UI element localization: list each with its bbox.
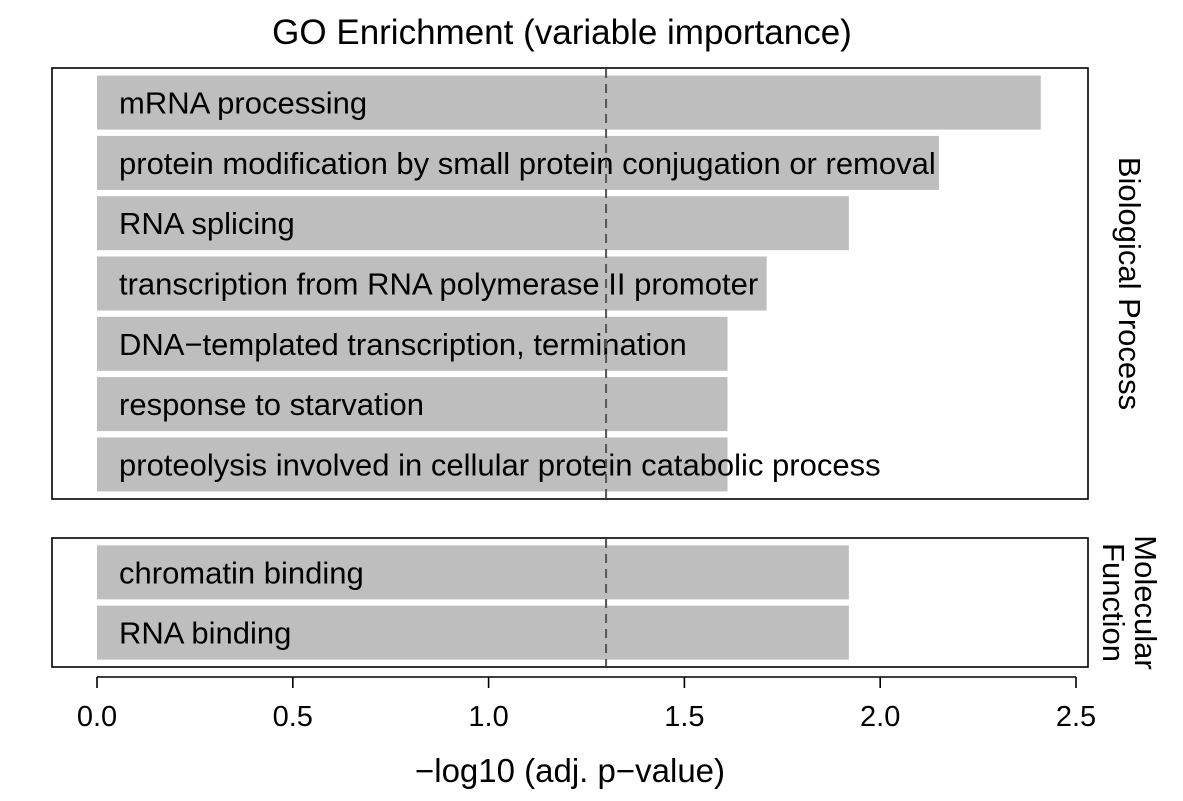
bar-label: RNA binding [119, 616, 291, 651]
bar-label: protein modification by small protein co… [119, 146, 936, 181]
bar [97, 316, 728, 371]
facet-panel: chromatin binding RNA binding MolecularFun… [51, 535, 1163, 670]
x-tick-label: 0.5 [273, 701, 313, 733]
bar-label: mRNA processing [119, 86, 367, 121]
bar [97, 545, 849, 600]
x-axis-label: −log10 (adj. p−value) [415, 752, 725, 789]
bar [97, 437, 728, 492]
panel-border [51, 537, 1089, 668]
bar-label: RNA splicing [119, 206, 295, 241]
facet-strip-label: Biological Process [1112, 157, 1147, 410]
bar-label: response to starvation [119, 387, 424, 422]
x-axis: 0.0 0.5 1.0 1.5 2.0 2.5 [77, 676, 1096, 733]
facet-panel: mRNA processing protein modification by s… [51, 67, 1147, 500]
bar-label: DNA−templated transcription, termination [119, 327, 687, 362]
bar [97, 256, 767, 311]
bar [97, 605, 849, 660]
facet-strip-label: MolecularFunction [1096, 535, 1163, 669]
bar [97, 196, 849, 251]
bar-label: proteolysis involved in cellular protein… [119, 447, 881, 482]
bar-label: transcription from RNA polymerase II pro… [119, 267, 758, 302]
x-tick-label: 1.5 [664, 701, 704, 733]
panel-border [51, 67, 1089, 500]
x-tick-label: 2.5 [1056, 701, 1096, 733]
bar [97, 377, 728, 432]
bar [97, 75, 1041, 130]
bar-label: chromatin binding [119, 555, 364, 590]
chart-title: GO Enrichment (variable importance) [272, 13, 852, 52]
bar [97, 135, 939, 190]
x-tick-label: 1.0 [468, 701, 508, 733]
facet-panels: mRNA processing protein modification by s… [51, 67, 1163, 670]
x-tick-label: 2.0 [860, 701, 900, 733]
x-tick-label: 0.0 [77, 701, 117, 733]
